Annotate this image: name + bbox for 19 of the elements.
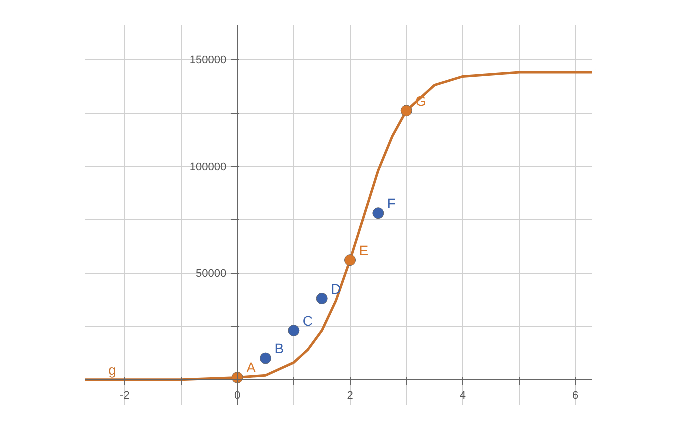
point <box>400 105 412 117</box>
y-tick-label: 50000 <box>196 268 227 280</box>
x-tick-label: 2 <box>347 390 354 402</box>
x-tick-label: 4 <box>460 390 466 402</box>
point <box>288 325 300 337</box>
x-tick-label: -2 <box>120 390 130 402</box>
annotation: E <box>359 242 369 258</box>
annotation: F <box>387 195 396 212</box>
point <box>316 293 328 304</box>
point <box>260 352 272 364</box>
annotation: B <box>274 340 284 357</box>
x-tick-label: 6 <box>572 390 579 402</box>
annotation: g <box>108 362 116 378</box>
annotation: A <box>246 360 257 376</box>
point <box>344 254 356 266</box>
y-tick-label: 150000 <box>190 54 227 67</box>
point <box>372 208 384 220</box>
y-tick-label: 100000 <box>190 161 227 174</box>
annotation: C <box>302 312 314 329</box>
